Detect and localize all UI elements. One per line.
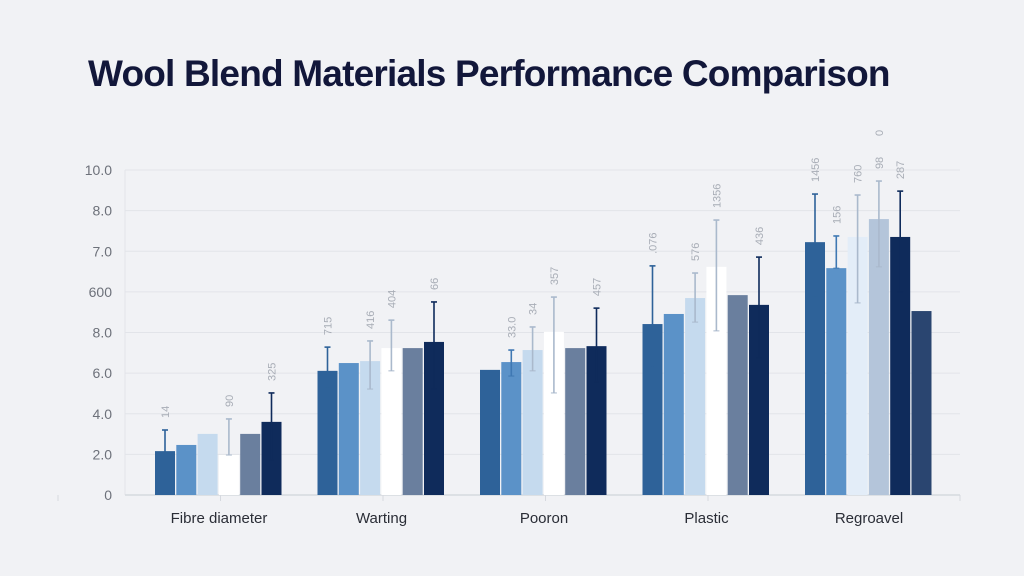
bar: [586, 346, 607, 495]
bar: [360, 361, 381, 495]
data-label: 357: [549, 267, 561, 285]
data-label: 457: [592, 278, 604, 296]
y-tick-label: 6.0: [93, 365, 113, 381]
bar: [890, 236, 911, 495]
data-label: 325: [267, 363, 279, 381]
data-label: 90: [224, 395, 236, 407]
y-tick-label: 8.0: [93, 325, 113, 341]
data-label: 760: [853, 165, 865, 183]
bar: [826, 268, 847, 495]
data-label: 66: [429, 278, 441, 290]
data-label: 14: [160, 406, 172, 418]
bar: [424, 341, 444, 495]
bar: [706, 266, 727, 495]
bar: [218, 455, 239, 495]
x-tick-label: Regroavel: [835, 510, 903, 527]
bar: [338, 363, 359, 495]
bar: [522, 350, 543, 495]
bar: [543, 331, 564, 495]
y-tick-label: 7.0: [93, 243, 113, 259]
data-label: 404: [386, 290, 398, 308]
bar: [727, 295, 748, 495]
data-label: 436: [754, 227, 766, 245]
data-label: 576: [690, 243, 702, 261]
y-tick-label: 600: [89, 284, 113, 300]
bar: [501, 362, 522, 495]
chart-title: Wool Blend Materials Performance Compari…: [88, 53, 891, 94]
data-label: 34: [528, 303, 540, 315]
data-label: 715: [323, 317, 335, 335]
data-label: 156: [831, 206, 843, 224]
bar: [240, 433, 261, 495]
data-label: 33.0: [506, 317, 518, 338]
data-label: 0: [874, 130, 886, 136]
x-tick-label: Fibre diameter: [171, 510, 268, 527]
x-tick-label: Pooron: [520, 510, 568, 527]
bar: [847, 236, 868, 495]
data-label: 98: [874, 157, 886, 169]
data-label: .076: [648, 232, 660, 253]
bar: [197, 433, 218, 495]
bar: [642, 324, 663, 495]
y-tick-label: 2.0: [93, 446, 113, 462]
bar: [911, 311, 932, 495]
data-label: 1456: [810, 158, 822, 182]
bar: [663, 313, 684, 495]
y-tick-label: 10.0: [85, 162, 112, 178]
y-tick-label: 8.0: [93, 203, 113, 219]
bar: [480, 369, 500, 495]
data-label: 287: [895, 161, 907, 179]
x-tick-label: Plastic: [684, 510, 729, 527]
bar: [565, 348, 586, 495]
bar: [868, 219, 889, 495]
y-tick-label: 4.0: [93, 406, 113, 422]
bar: [381, 348, 402, 495]
x-tick-label: Warting: [356, 510, 407, 527]
data-label: 416: [365, 311, 377, 329]
data-label: 1356: [711, 184, 723, 208]
bar: [805, 242, 825, 495]
bar: [685, 298, 706, 495]
bar: [749, 304, 769, 495]
y-tick-label: 0: [104, 487, 112, 503]
bar: [317, 370, 338, 495]
bar: [402, 348, 423, 495]
bar: [176, 444, 197, 495]
